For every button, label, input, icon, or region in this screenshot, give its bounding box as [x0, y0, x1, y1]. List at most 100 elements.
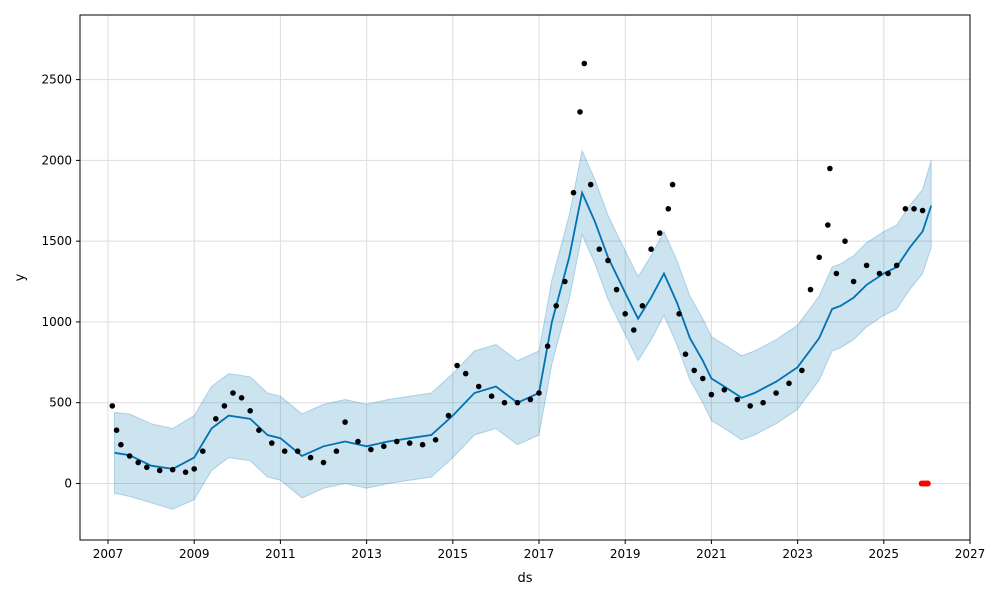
observed-point — [605, 257, 611, 264]
observed-point — [294, 448, 301, 455]
observed-point — [833, 270, 840, 277]
observed-point — [553, 303, 559, 309]
observed-point — [760, 399, 766, 406]
observed-point — [570, 189, 577, 196]
observed-point — [118, 441, 124, 448]
observed-point — [488, 393, 495, 400]
observed-point — [587, 181, 594, 188]
observed-point — [562, 278, 568, 285]
observed-point — [256, 427, 262, 434]
x-tick-label: 2025 — [869, 547, 900, 561]
observed-point — [368, 446, 374, 453]
observed-point — [355, 438, 361, 445]
x-tick-label: 2013 — [351, 547, 382, 561]
observed-point — [893, 262, 900, 269]
observed-point — [462, 370, 469, 377]
y-axis-label: y — [13, 273, 28, 281]
observed-point — [445, 412, 452, 419]
observed-point — [648, 246, 654, 252]
anomaly-points-layer — [918, 480, 931, 487]
observed-point — [747, 403, 753, 409]
observed-point — [394, 438, 400, 445]
x-tick-label: 2009 — [179, 547, 210, 561]
observed-point — [665, 206, 672, 212]
observed-point — [842, 238, 848, 244]
observed-point — [721, 387, 728, 393]
forecast-line-layer — [114, 189, 933, 470]
x-tick-label: 2015 — [438, 547, 469, 561]
observed-point — [514, 399, 521, 406]
observed-point — [191, 466, 197, 472]
observed-point — [281, 448, 288, 455]
observed-point — [577, 109, 583, 115]
observed-point — [622, 311, 628, 317]
observed-point — [406, 440, 413, 446]
y-tick-label: 2500 — [41, 73, 72, 87]
observed-point — [333, 448, 340, 455]
observed-point — [126, 453, 133, 459]
observed-points-layer — [109, 60, 926, 476]
x-tick-label: 2017 — [524, 547, 555, 561]
observed-point — [342, 419, 348, 425]
observed-point — [213, 416, 219, 422]
observed-point — [182, 469, 189, 476]
observed-point — [247, 408, 253, 414]
x-tick-label: 2023 — [782, 547, 813, 561]
observed-point — [639, 303, 646, 309]
observed-point — [221, 403, 228, 409]
observed-point — [113, 427, 120, 434]
x-tick-label: 2011 — [265, 547, 296, 561]
observed-point — [381, 443, 387, 450]
observed-point — [536, 390, 542, 396]
x-axis-ticks: 2007 2009 2011 2013 2015 2017 2019 2021 2023 2025… — [93, 540, 985, 561]
observed-point — [454, 362, 460, 369]
observed-point — [135, 459, 141, 466]
anomaly-point — [924, 480, 931, 487]
observed-point — [773, 390, 779, 396]
observed-point — [269, 440, 275, 446]
uncertainty-band — [114, 149, 932, 510]
observed-point — [581, 60, 588, 67]
y-tick-label: 2000 — [41, 153, 72, 167]
observed-point — [669, 181, 676, 188]
observed-point — [419, 441, 426, 448]
y-tick-label: 0 — [64, 476, 72, 490]
observed-point — [544, 343, 551, 350]
observed-point — [786, 380, 792, 387]
observed-point — [708, 391, 715, 398]
y-tick-label: 1000 — [41, 315, 72, 329]
observed-point — [475, 383, 482, 390]
x-tick-label: 2019 — [610, 547, 641, 561]
observed-point — [109, 403, 116, 409]
observed-point — [734, 396, 741, 403]
observed-point — [919, 207, 926, 214]
observed-point — [169, 466, 176, 473]
observed-point — [631, 327, 637, 333]
observed-point — [850, 278, 857, 285]
observed-point — [682, 351, 689, 358]
y-tick-label: 500 — [49, 396, 72, 410]
x-tick-label: 2021 — [696, 547, 727, 561]
observed-point — [156, 467, 163, 474]
observed-point — [432, 437, 439, 443]
observed-point — [827, 165, 833, 172]
observed-point — [613, 286, 620, 293]
observed-point — [656, 230, 663, 236]
observed-point — [863, 262, 870, 269]
observed-point — [501, 399, 508, 406]
y-axis-ticks: 0 500 1000 1500 2000 2500 — [41, 73, 80, 490]
observed-point — [816, 254, 822, 261]
observed-point — [691, 367, 697, 374]
observed-point — [527, 396, 534, 403]
x-tick-label: 2007 — [93, 547, 124, 561]
forecast-line — [114, 189, 933, 470]
observed-point — [885, 270, 891, 277]
uncertainty-band-layer — [114, 149, 932, 510]
x-axis-label: ds — [517, 571, 532, 586]
observed-point — [825, 222, 831, 228]
observed-point — [911, 206, 917, 212]
observed-point — [596, 246, 603, 252]
observed-point — [902, 206, 909, 212]
observed-point — [200, 448, 206, 455]
